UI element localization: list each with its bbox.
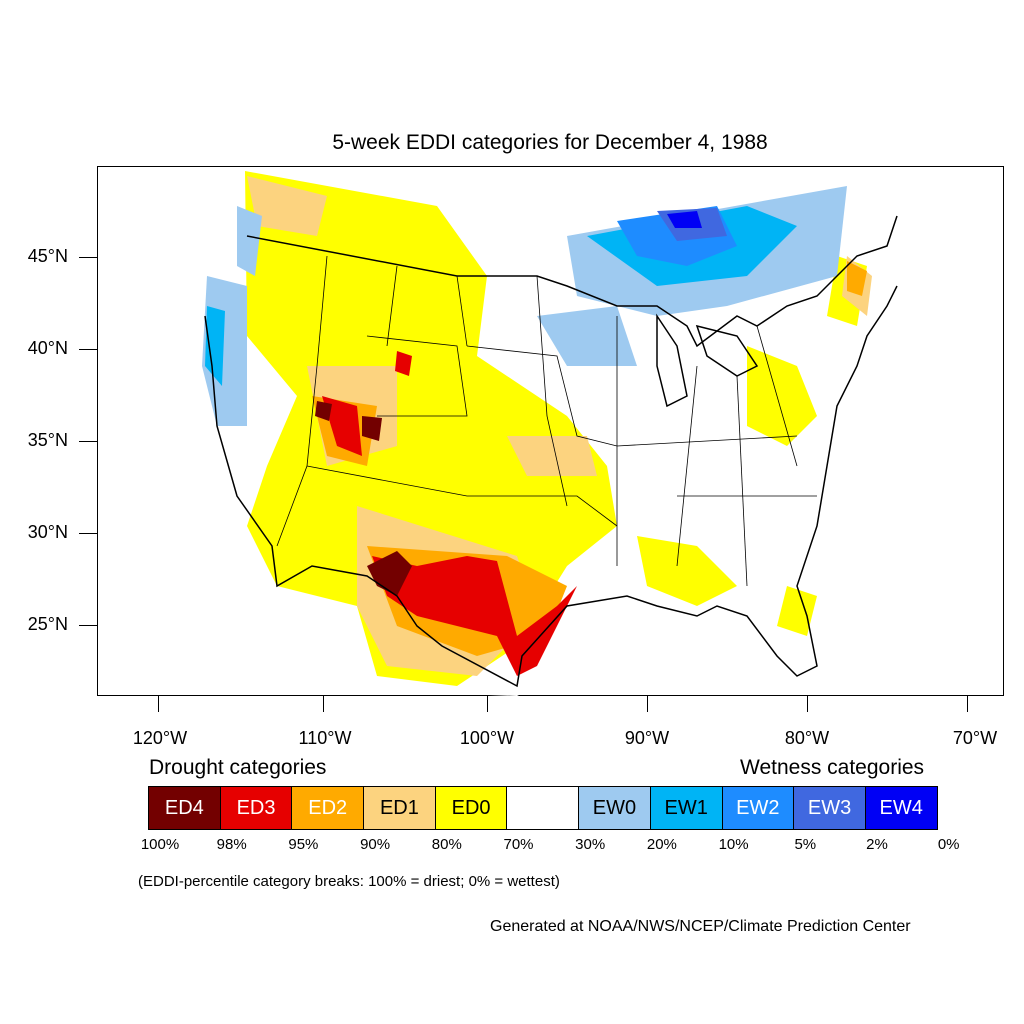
percent-break-label: 5% — [794, 836, 817, 853]
percent-break-label: 80% — [431, 836, 462, 853]
lat-label-35: 35°N — [27, 430, 68, 450]
legend-color-bar: ED4 ED3 ED2 ED1 ED0 EW0 EW1 EW2 EW3 EW4 — [148, 786, 938, 830]
lon-tick — [323, 696, 324, 712]
lat-label-30: 30°N — [27, 522, 68, 542]
lat-label-45: 45°N — [27, 246, 68, 266]
lon-label-120: 120°W — [132, 728, 188, 748]
legend-box-ew1: EW1 — [649, 786, 723, 830]
lon-tick — [158, 696, 159, 712]
percent-break-label: 100% — [140, 836, 180, 853]
credit-line: Generated at NOAA/NWS/NCEP/Climate Predi… — [490, 918, 911, 935]
legend-box-ed0: ED0 — [434, 786, 508, 830]
state-lines — [276, 255, 817, 587]
percent-break-label: 70% — [503, 836, 534, 853]
percent-break-label: 90% — [360, 836, 391, 853]
lat-label-40: 40°N — [27, 338, 68, 358]
percent-break-label: 30% — [575, 836, 606, 853]
lon-tick — [647, 696, 648, 712]
wetness-heading: Wetness categories — [740, 756, 925, 779]
legend-box-neutral — [506, 786, 580, 830]
ed0-regions — [245, 171, 867, 686]
lon-label-80: 80°W — [784, 728, 830, 748]
percent-break-label: 20% — [646, 836, 677, 853]
lon-label-110: 110°W — [298, 728, 352, 748]
legend-box-ed3: ED3 — [219, 786, 293, 830]
lon-label-90: 90°W — [624, 728, 670, 748]
category-note: (EDDI-percentile category breaks: 100% =… — [138, 873, 560, 890]
percent-break-label: 2% — [866, 836, 888, 853]
legend-box-ed4: ED4 — [148, 786, 221, 830]
lat-tick — [79, 441, 97, 442]
lat-tick — [79, 257, 97, 258]
boundaries — [204, 215, 898, 688]
lon-label-70: 70°W — [952, 728, 998, 748]
lon-tick — [967, 696, 968, 712]
legend-box-ed2: ED2 — [291, 786, 365, 830]
legend-box-ew0: EW0 — [578, 786, 651, 830]
percent-break-label: 95% — [288, 836, 319, 853]
map-title: 5-week EDDI categories for December 4, 1… — [332, 131, 768, 154]
percent-break-label: 98% — [216, 836, 247, 853]
legend-box-ew2: EW2 — [721, 786, 795, 830]
legend-box-ed1: ED1 — [363, 786, 436, 830]
ew4-regions — [667, 211, 702, 228]
lon-tick — [807, 696, 808, 712]
percent-break-label: 0% — [937, 836, 960, 853]
lon-tick — [487, 696, 488, 712]
legend-box-ew3: EW3 — [793, 786, 866, 830]
ed3-regions — [322, 351, 577, 676]
lat-label-25: 25°N — [27, 614, 68, 634]
drought-heading: Drought categories — [149, 756, 327, 779]
map-area — [97, 166, 1004, 696]
legend-box-ew4: EW4 — [864, 786, 938, 830]
lat-tick — [79, 625, 97, 626]
lon-label-100: 100°W — [459, 728, 515, 748]
lat-tick — [79, 349, 97, 350]
eddi-map — [97, 166, 1004, 696]
lat-tick — [79, 533, 97, 534]
percent-break-label: 10% — [718, 836, 749, 853]
ed4-regions — [315, 401, 412, 596]
